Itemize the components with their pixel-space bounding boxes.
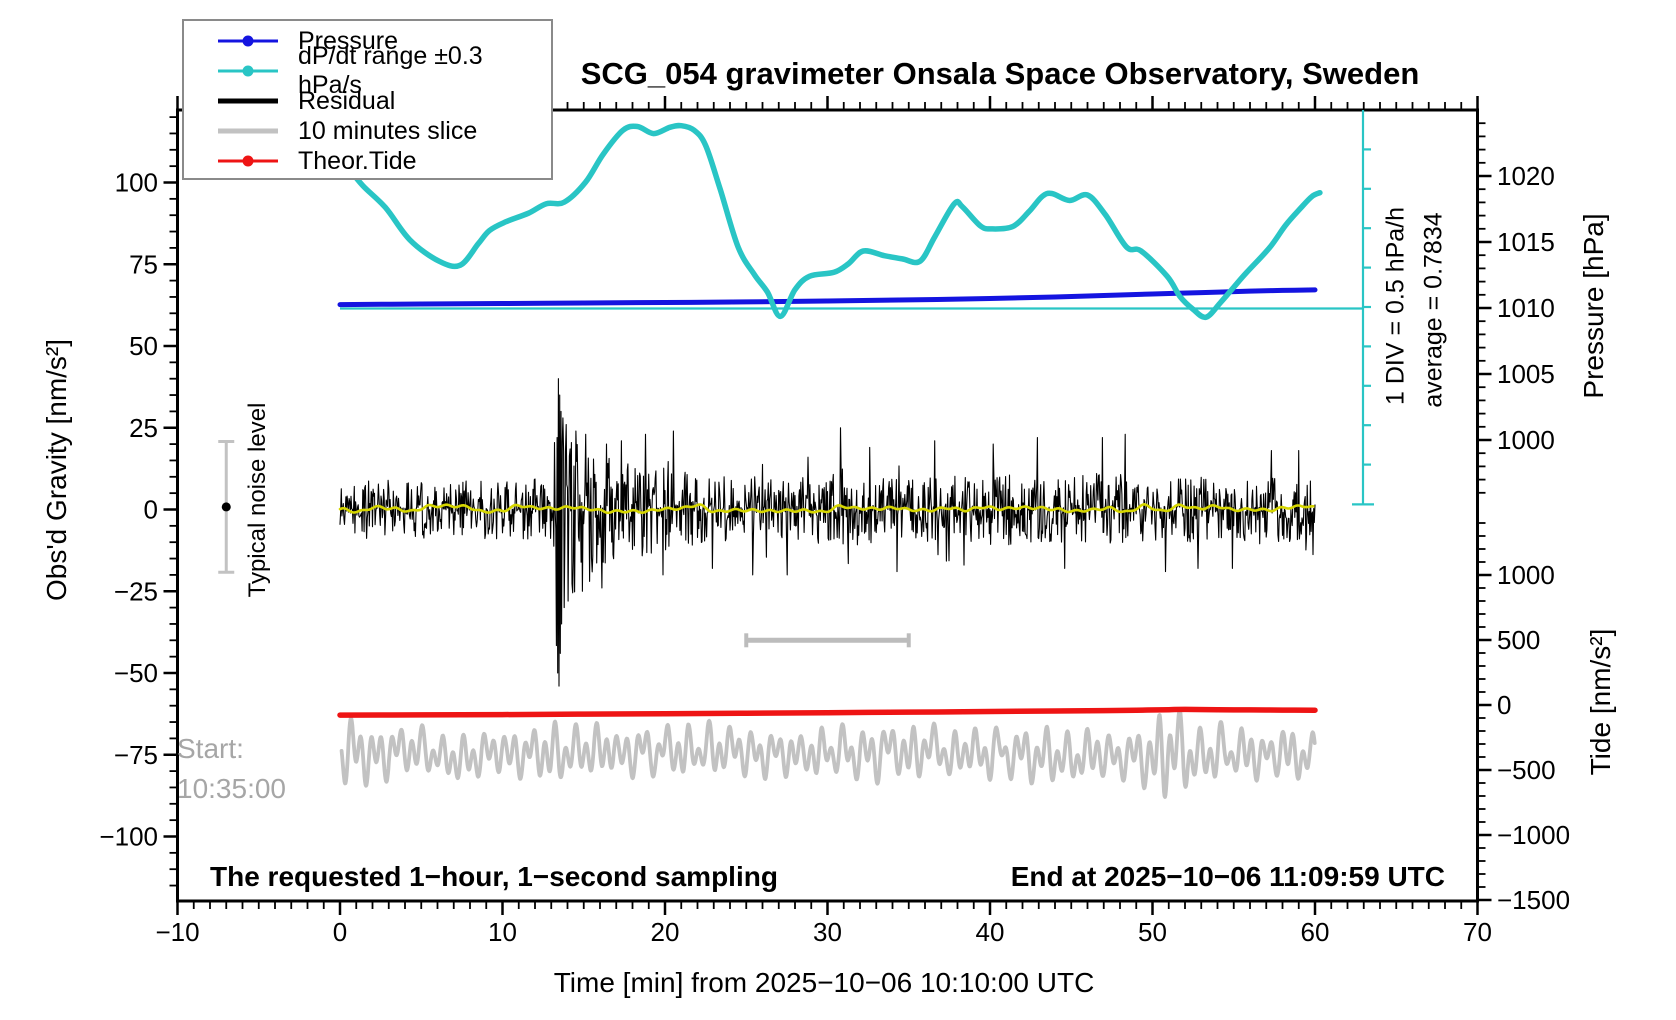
- typical-noise-level-label: Typical noise level: [244, 402, 271, 598]
- theor-tide-series: [337, 706, 1318, 718]
- pressure-tick-label: 1010: [1497, 293, 1555, 323]
- y-axis-label-gravity: Obs'd Gravity [nm/s²]: [41, 338, 72, 602]
- legend-label: Pressure: [298, 26, 399, 55]
- gravity-tick-label: −25: [114, 576, 158, 606]
- legend-item-dpdt: dP/dt range ±0.3 hPa/s: [184, 42, 551, 99]
- theor-tide-line-swatch: [218, 146, 278, 176]
- gravity-tick-label: 0: [144, 495, 158, 525]
- pressure-tick-label: 1005: [1497, 359, 1555, 389]
- pressure-tick-label: 1000: [1497, 425, 1555, 455]
- pressure-line-swatch: [218, 26, 278, 56]
- legend-item-theor-tide: Theor.Tide: [184, 146, 551, 176]
- slice-line-swatch: [218, 116, 278, 146]
- gravity-tick-label: 50: [129, 331, 158, 361]
- legend-line-swatch: [218, 98, 278, 104]
- sampling-note: The requested 1−hour, 1−second sampling: [210, 861, 778, 892]
- x-tick-label: 50: [1138, 917, 1167, 947]
- gravity-tick-label: 25: [129, 413, 158, 443]
- legend-item-pressure: Pressure: [184, 26, 551, 56]
- legend-label: Theor.Tide: [298, 146, 417, 175]
- tide-tick-label: −1000: [1497, 820, 1570, 850]
- slice-series: [339, 707, 1317, 799]
- legend-line-swatch: [218, 128, 278, 134]
- tide-tick-label: −500: [1497, 755, 1556, 785]
- pressure-series: [337, 287, 1318, 308]
- residual-line-swatch: [218, 86, 278, 116]
- tide-tick-label: 1000: [1497, 560, 1555, 590]
- noise-level-errorbar: [218, 439, 235, 574]
- slice-length-bar: [744, 633, 911, 648]
- pressure-tick-label: 1020: [1497, 161, 1555, 191]
- x-tick-label: 70: [1463, 917, 1492, 947]
- start-time-label-line1: Start:: [177, 733, 244, 764]
- start-time-label-line2: 10:35:00: [177, 773, 286, 804]
- x-tick-label: 30: [813, 917, 842, 947]
- end-time-note: End at 2025−10−06 11:09:59 UTC: [1010, 861, 1445, 892]
- tide-tick-label: 500: [1497, 625, 1540, 655]
- gravity-tick-label: −75: [114, 740, 158, 770]
- gravity-tick-label: −50: [114, 658, 158, 688]
- legend-item-slice: 10 minutes slice: [184, 116, 551, 146]
- x-tick-label: 0: [333, 917, 347, 947]
- dpdt-line-swatch: [218, 56, 278, 86]
- legend-label: dP/dt range ±0.3 hPa/s: [298, 42, 483, 99]
- x-axis-label: Time [min] from 2025−10−06 10:10:00 UTC: [553, 967, 1095, 998]
- scalebar-division-note: 1 DIV = 0.5 hPa/h: [1381, 206, 1410, 406]
- pressure-tick-label: 1015: [1497, 227, 1555, 257]
- y-axis-label-tide: Tide [nm/s²]: [1585, 628, 1616, 776]
- legend: Pressure dP/dt range ±0.3 hPa/s Residual…: [182, 19, 553, 180]
- y-axis-label-pressure: Pressure [hPa]: [1578, 213, 1609, 399]
- x-tick-label: 60: [1301, 917, 1330, 947]
- x-tick-label: 40: [976, 917, 1005, 947]
- tide-tick-label: 0: [1497, 690, 1511, 720]
- residual-mean-series: [338, 502, 1315, 515]
- legend-marker-dot: [242, 155, 254, 167]
- legend-label: 10 minutes slice: [298, 116, 478, 145]
- chart-title: SCG_054 gravimeter Onsala Space Observat…: [580, 56, 1420, 91]
- dpdt-series: [345, 122, 1323, 321]
- dpdt-scale-bar: [1352, 110, 1374, 506]
- scalebar-average-note: average = 0.7834: [1419, 212, 1448, 408]
- noise-level-dot: [221, 502, 231, 512]
- gravity-tick-label: 100: [115, 168, 158, 198]
- gravity-tick-label: −100: [99, 822, 158, 852]
- axes: −10 0 10 20 30 40 50 60 701007550250−25−50−75−10…: [99, 96, 1570, 947]
- x-tick-label: 20: [651, 917, 680, 947]
- residual-series: [339, 378, 1316, 687]
- gravity-tick-label: 75: [129, 249, 158, 279]
- legend-marker-dot: [242, 35, 254, 47]
- x-tick-label: −10: [155, 917, 199, 947]
- legend-marker-dot: [242, 65, 254, 77]
- x-tick-label: 10: [488, 917, 517, 947]
- legend-label: Residual: [298, 86, 396, 115]
- legend-item-residual: Residual: [184, 86, 551, 116]
- tide-tick-label: −1500: [1497, 885, 1570, 915]
